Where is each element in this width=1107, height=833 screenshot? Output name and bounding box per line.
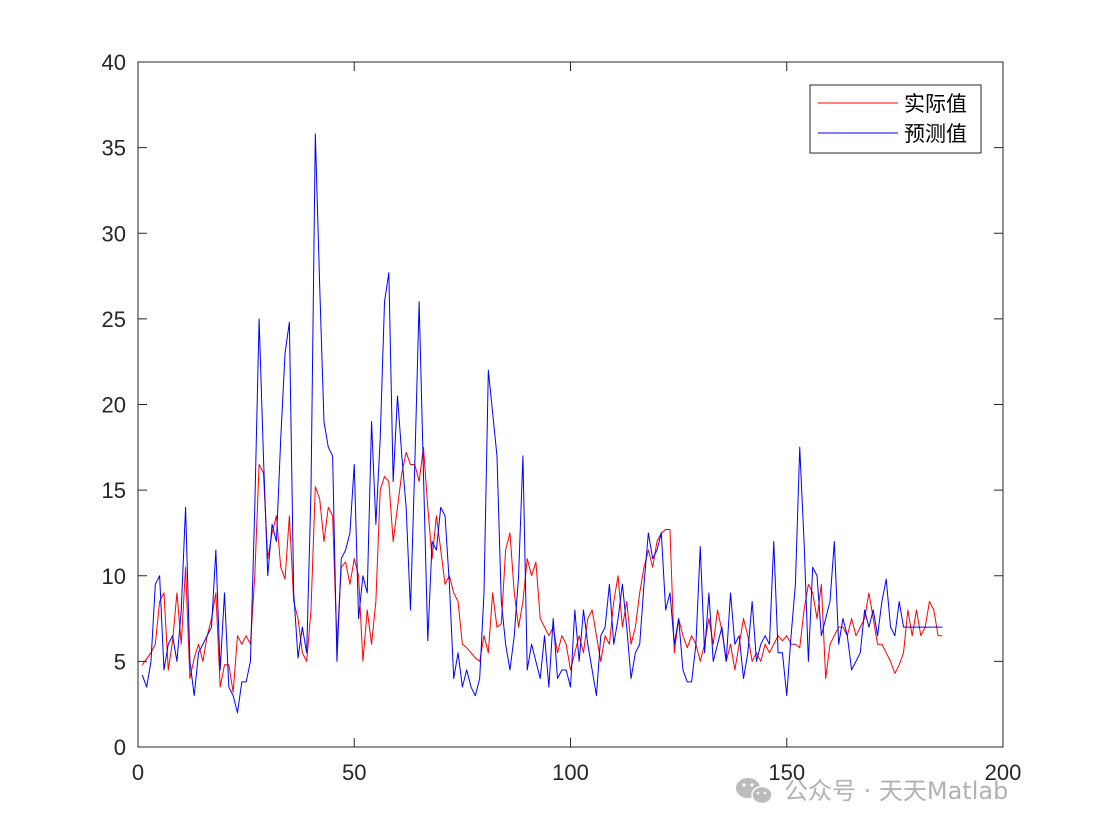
y-tick-label: 35 [102,136,126,161]
x-tick-label: 50 [342,760,366,785]
watermark-text: 公众号 · 天天Matlab [784,777,1008,805]
y-tick-label: 20 [102,393,126,418]
plot-area [138,62,1003,747]
y-tick-label: 0 [114,735,126,760]
legend: 实际值 预测值 [809,84,982,154]
y-tick-label: 25 [102,307,126,332]
legend-label-actual: 实际值 [904,92,967,116]
x-tick-label: 100 [552,760,589,785]
y-tick-label: 30 [102,221,126,246]
legend-label-predicted: 预测值 [904,122,967,146]
y-tick-label: 15 [102,478,126,503]
series-line-predicted [141,133,943,714]
watermark: 公众号 · 天天Matlab [736,777,1008,805]
ticks-layer: 0 50 100 150 200 0 5 10 15 20 25 30 35 40 [102,50,1022,785]
y-tick-label: 40 [102,50,126,75]
x-tick-label: 200 [985,760,1022,785]
y-tick-label: 5 [114,649,126,674]
legend-box [809,84,982,154]
series-line-actual [141,446,943,693]
x-tick-label: 150 [768,760,805,785]
x-tick-label: 0 [132,760,144,785]
series-layer [141,133,943,714]
wechat-icon [736,778,773,805]
y-tick-label: 10 [102,564,126,589]
